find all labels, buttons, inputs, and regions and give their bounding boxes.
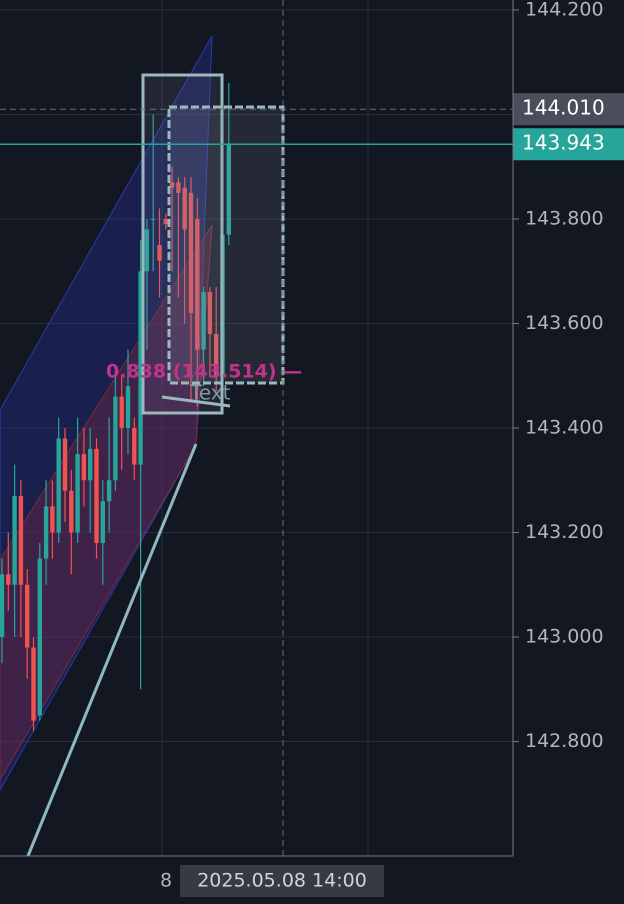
y-tick-label: 143.000 — [525, 626, 604, 648]
candle-body — [94, 448, 99, 543]
candle-body — [201, 292, 206, 350]
candle-body — [106, 480, 112, 502]
candle-body — [100, 501, 105, 543]
crosshair-price-label: 144.010 — [522, 96, 605, 120]
candle-body — [214, 333, 219, 376]
rectangle — [141, 73, 224, 415]
candle-body — [69, 490, 74, 533]
crosshair-time: 2025.05.08 14:00 — [197, 870, 367, 892]
y-tick-label: 143.400 — [525, 417, 604, 439]
candle-body — [138, 271, 143, 465]
candle-body — [18, 495, 24, 585]
drawing-line — [161, 395, 231, 408]
crosshair-price-box — [513, 93, 624, 126]
y-tick-label: 142.800 — [525, 730, 604, 752]
fib-label: 0.838 (143.514) — — [106, 361, 302, 383]
y-tick-label: 143.600 — [525, 312, 604, 334]
candle-body — [144, 229, 150, 272]
x-tick-label: 8 — [160, 870, 172, 892]
overlay: 144.200144.000143.800143.600143.400143.2… — [0, 0, 624, 752]
candle-body — [188, 192, 194, 314]
candle-body — [182, 187, 187, 230]
last-price-box — [513, 128, 624, 161]
candle-body — [50, 506, 55, 533]
candle-body — [113, 396, 118, 481]
candle-body — [31, 647, 36, 721]
candle-body — [132, 428, 137, 465]
y-tick-label: 143.200 — [525, 521, 604, 543]
candle-body — [25, 584, 30, 648]
candle-body — [56, 438, 61, 533]
trend-line — [26, 443, 198, 857]
text-annotation: Text — [189, 381, 231, 405]
candle-body — [0, 574, 5, 638]
candle-body — [151, 218, 156, 220]
candle-body — [75, 454, 80, 533]
candle-body — [119, 396, 124, 428]
candle-body — [88, 448, 93, 481]
candle-body — [62, 438, 68, 491]
candle-body — [43, 506, 49, 559]
candle-body — [125, 386, 131, 428]
y-tick-label: 143.800 — [525, 207, 604, 229]
candle-body — [6, 574, 11, 585]
rectangle — [167, 105, 285, 385]
candle-body — [81, 454, 87, 481]
y-tick-label: 144.200 — [525, 0, 604, 20]
grid — [0, 9, 513, 743]
candle-body — [163, 218, 168, 225]
candle-body — [195, 218, 200, 350]
candle-body — [12, 495, 17, 585]
candle-body — [176, 182, 181, 193]
last-price-label: 143.943 — [522, 131, 605, 155]
candle-body — [226, 144, 231, 235]
candle-body — [37, 558, 42, 716]
candle-body — [207, 292, 213, 334]
candle-body — [157, 245, 162, 261]
candle-body — [169, 182, 175, 188]
time-label-box — [180, 865, 384, 897]
